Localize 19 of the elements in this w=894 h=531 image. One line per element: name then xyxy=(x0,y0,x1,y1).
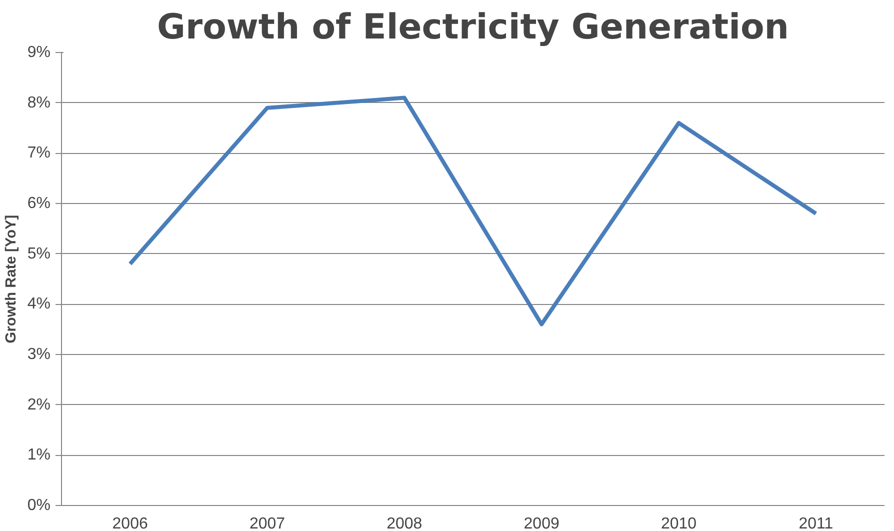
y-tick-label: 4% xyxy=(27,296,50,313)
chart-title: Growth of Electricity Generation xyxy=(157,8,789,48)
y-tick-label: 7% xyxy=(27,144,50,162)
x-tick-label: 2009 xyxy=(524,516,560,531)
x-tick-label: 2010 xyxy=(660,516,697,531)
y-tick-label: 1% xyxy=(27,446,50,464)
y-tick-label: 0% xyxy=(27,497,50,514)
x-tick-label: 2011 xyxy=(798,516,834,531)
y-tick-label: 5% xyxy=(27,245,50,262)
y-tick-label: 6% xyxy=(27,195,50,212)
x-tick-label: 2006 xyxy=(112,516,148,531)
y-axis-title: Growth Rate [YoY] xyxy=(3,214,20,344)
line-series xyxy=(128,96,818,326)
y-tick-label: 2% xyxy=(27,396,50,414)
x-tick-label: 2008 xyxy=(386,516,422,531)
x-tick-label: 2007 xyxy=(249,516,286,531)
y-tick-label: 3% xyxy=(27,346,50,363)
y-tick-label: 9% xyxy=(27,44,50,61)
y-tick-label: 8% xyxy=(27,94,50,112)
